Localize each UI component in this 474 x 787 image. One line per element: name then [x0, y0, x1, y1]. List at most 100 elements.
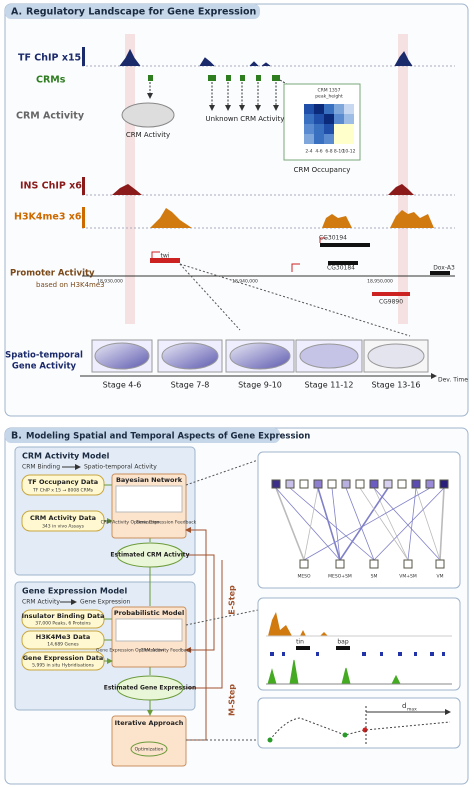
network-node [341, 479, 351, 489]
network-edge [359, 487, 409, 561]
panel-a-header [5, 4, 260, 19]
network-node [327, 479, 337, 489]
network-node [355, 479, 365, 489]
network-node [369, 479, 379, 489]
box-subtitle: CRM Activity [22, 599, 60, 606]
stage-label: Stage 9-10 [238, 381, 282, 390]
stage-label: Stage 7-8 [171, 381, 210, 390]
model-part: Gene Expression Feedback [136, 520, 197, 526]
heatmap-tick: 2-4 [305, 149, 312, 155]
embryo-series [91, 339, 429, 373]
network-edge [407, 487, 417, 561]
input-title: Insulator Binding Data [22, 612, 105, 620]
network-edge [339, 487, 389, 561]
model-title: Bayesian Network [116, 476, 183, 484]
network-label: MESO [297, 574, 311, 580]
panel-title: Regulatory Landscape for Gene Expression [26, 7, 257, 18]
panel-b-header [5, 428, 280, 443]
estimate-label: Estimated CRM Activity [110, 552, 189, 559]
label: B. [11, 431, 22, 442]
input-title: H3K4Me3 Data [36, 633, 90, 641]
gene-label: bap [337, 639, 348, 646]
input-note: 37,000 Peaks, 6 Proteins [35, 621, 91, 627]
occupancy-heatmap [283, 83, 361, 161]
track-panel [257, 597, 461, 691]
track-label: TF ChIP x15 [18, 53, 81, 64]
network-node [299, 559, 309, 569]
track-note: based on H3K4me3 [36, 281, 105, 289]
network-node [369, 559, 379, 569]
network-edge [439, 487, 445, 561]
box-subtitle: Gene Expression [80, 599, 131, 606]
gene-label: Dox-A3 [433, 265, 455, 272]
network-label: VM+SM [399, 574, 417, 580]
input-note: TF ChIP x 15 → 8008 CRMs [32, 488, 94, 494]
distance-label: max [407, 708, 417, 713]
gene-label: twi [161, 253, 170, 260]
network-thumb [115, 485, 183, 513]
network-edge [373, 487, 441, 561]
heatmap-tick: 6-8 [325, 149, 332, 155]
coordinate-label: 18,950,000 [367, 279, 393, 285]
input-title: TF Occupancy Data [28, 478, 98, 486]
network-edge [275, 487, 341, 561]
gene-label: CG30194 [319, 235, 347, 242]
gene-track [82, 237, 455, 337]
coordinate-label: 18,930,000 [97, 279, 123, 285]
network-edge [331, 487, 341, 561]
network-label: SM [371, 574, 378, 580]
network-node [335, 559, 345, 569]
network-label: MESO+SM [328, 574, 352, 580]
embryo-image [121, 102, 175, 128]
flow-arrows [104, 459, 259, 741]
network-node [411, 479, 421, 489]
gene-label: tin [296, 639, 304, 646]
tf-chip-track [82, 47, 455, 67]
input-note: 5,995 in situ Hybridisations [32, 663, 94, 669]
step-label: E-Step [228, 585, 237, 615]
model-part: Optimization [135, 747, 164, 753]
track-label: H3K4me3 x6 [14, 212, 82, 223]
network-node [383, 479, 393, 489]
network-edge [345, 487, 375, 561]
step-label: M-Step [228, 684, 237, 716]
model-part: Gene Expression Optimization [96, 648, 164, 654]
model-title: Iterative Approach [115, 719, 184, 727]
box-subtitle: Spatio-temporal Activity [84, 464, 157, 471]
distance-panel [257, 697, 461, 749]
track-label: Promoter Activity [10, 269, 95, 279]
track-label: Gene Activity [12, 362, 77, 372]
distance-plot [267, 706, 451, 745]
heatmap-subtitle: peak_height [315, 94, 343, 100]
box-subtitle: CRM Binding [22, 464, 60, 471]
input-note: 343 in vivo Assays [42, 524, 85, 530]
model-part: CRM Activity Feedback [140, 648, 192, 654]
gene-label: CG30184 [327, 265, 355, 272]
box-title: Gene Expression Model [22, 587, 127, 596]
heatmap-title: CRM 1357 [317, 88, 340, 94]
network-node [403, 559, 413, 569]
highlight-band [125, 34, 135, 324]
input-note: 14,689 Genes [47, 642, 79, 648]
network-node [313, 479, 323, 489]
heatmap-tick: 10-12 [342, 149, 355, 155]
input-boxes [21, 474, 105, 671]
stage-label: Stage 4-6 [103, 381, 142, 390]
network-graph: MESO MESO+SM SM VM+SM VM [271, 479, 449, 580]
stage-label: Stage 13-16 [372, 381, 421, 390]
network-edge [317, 487, 341, 561]
track-signal [266, 612, 452, 685]
h3k4me3-track [82, 207, 455, 229]
crm-track [148, 75, 280, 81]
coordinate-label: 18,940,000 [232, 279, 258, 285]
model-thumb [115, 618, 183, 642]
network-node [397, 479, 407, 489]
heatmap-tick: 4-6 [315, 149, 322, 155]
network-node [439, 479, 449, 489]
annotation: CRM Occupancy [294, 166, 351, 174]
gene-label: CG9890 [379, 299, 403, 306]
network-edge [373, 487, 445, 561]
model-part: CRM Activity Optimization [101, 520, 160, 526]
annotation: Unknown CRM Activity [206, 115, 285, 123]
network-node [285, 479, 295, 489]
